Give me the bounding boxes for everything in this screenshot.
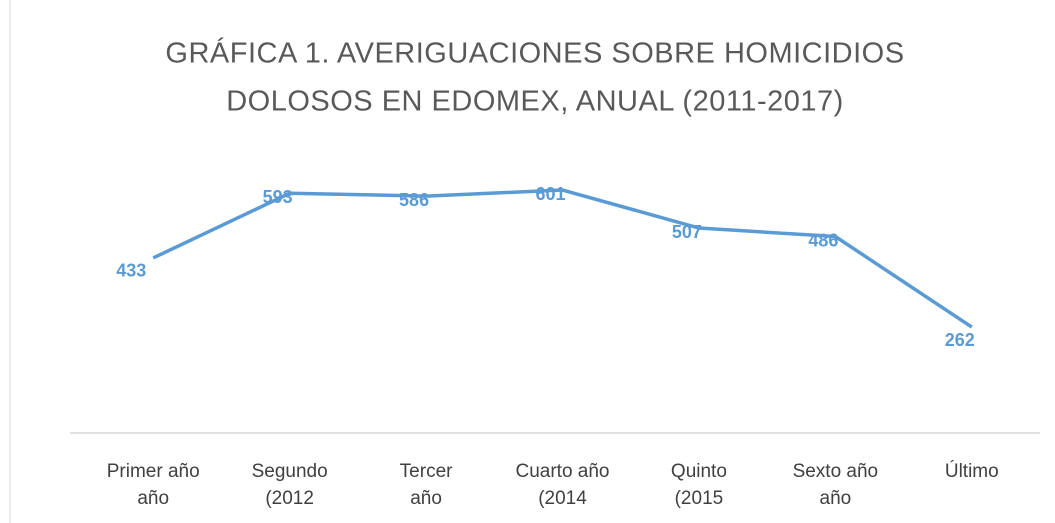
chart-title: DOLOSOS EN EDOMEX, ANUAL (2011-2017) xyxy=(226,86,844,118)
x-tick-label: Cuarto año xyxy=(515,461,609,482)
data-label: 507 xyxy=(672,222,702,242)
x-tick-label: Primer año xyxy=(107,461,200,482)
line xyxy=(152,188,973,329)
x-tick-label: (2014 xyxy=(538,488,587,509)
x-tick-label: año xyxy=(410,488,442,509)
data-label: 433 xyxy=(116,261,146,281)
x-tick-label: (2012 xyxy=(265,488,314,509)
data-label: 593 xyxy=(263,187,293,207)
chart-title: GRÁFICA 1. AVERIGUACIONES SOBRE HOMICIDI… xyxy=(165,37,904,70)
x-tick-label: año xyxy=(137,488,169,509)
data-label: 601 xyxy=(535,184,565,204)
x-tick-label: año xyxy=(820,488,852,509)
data-label: 262 xyxy=(945,330,975,350)
x-tick-label: (2015 xyxy=(675,488,724,509)
x-tick-label: Sexto año xyxy=(793,461,879,482)
data-label: 586 xyxy=(399,190,429,210)
x-tick-label: Segundo xyxy=(252,461,328,482)
data-label: 486 xyxy=(808,230,838,250)
x-tick-label: Quinto xyxy=(671,461,727,482)
x-tick-label: Último xyxy=(945,460,999,482)
x-tick-label: Tercer xyxy=(400,461,453,482)
